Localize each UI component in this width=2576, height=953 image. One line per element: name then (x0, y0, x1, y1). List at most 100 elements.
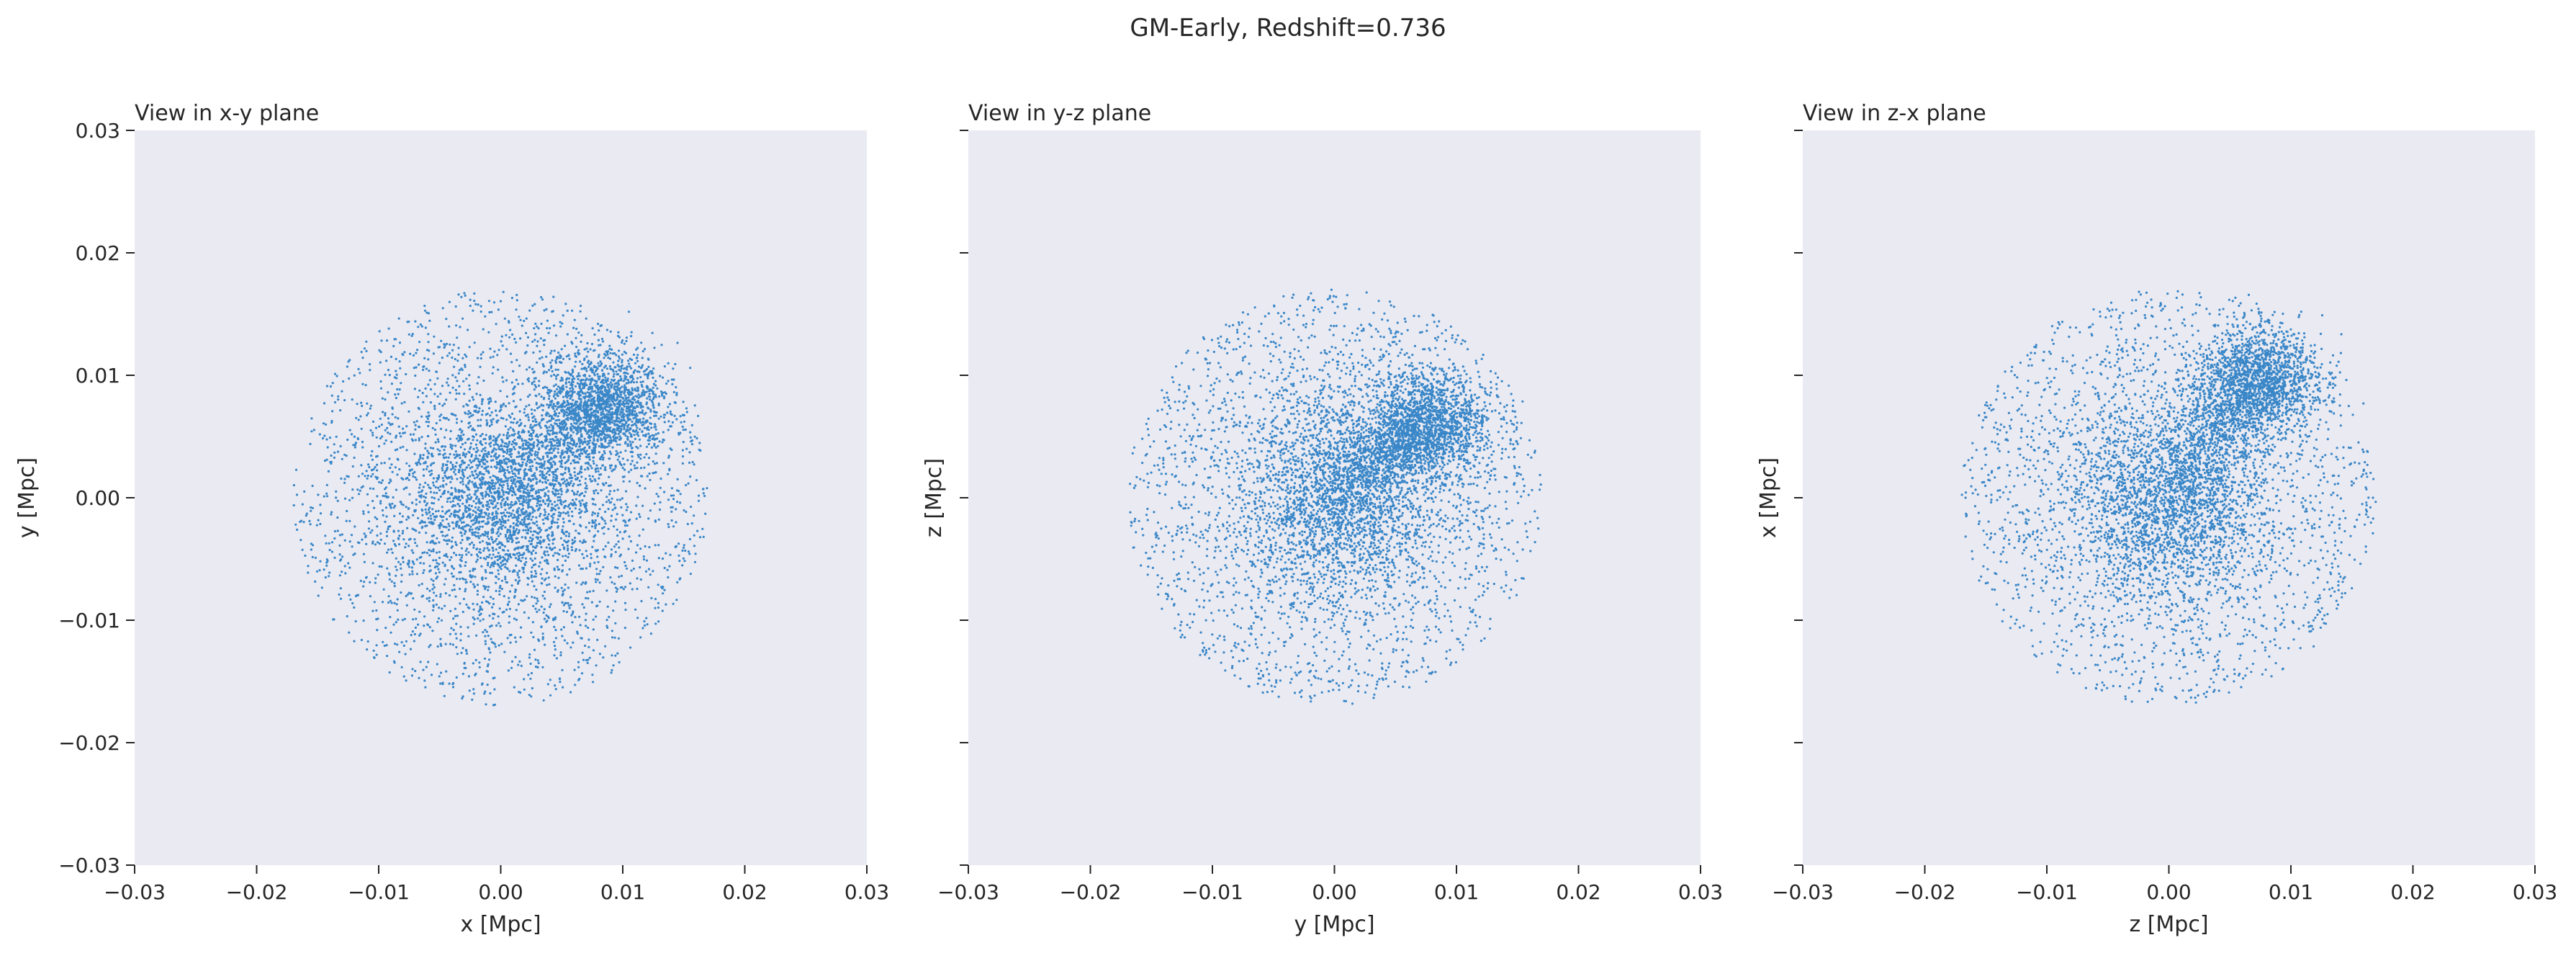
scatter-point (433, 586, 436, 589)
scatter-point (497, 573, 500, 576)
scatter-point (552, 640, 556, 643)
scatter-point (461, 496, 464, 499)
scatter-point (399, 367, 402, 370)
scatter-point (502, 498, 505, 501)
scatter-point (574, 352, 577, 355)
scatter-point (659, 375, 662, 377)
scatter-point (594, 549, 598, 552)
scatter-point (591, 514, 594, 516)
scatter-point (533, 497, 536, 500)
scatter-point (472, 439, 474, 442)
scatter-point (572, 641, 575, 644)
scatter-point (357, 475, 360, 478)
scatter-point (595, 467, 598, 470)
scatter-point (441, 307, 444, 310)
scatter-point (510, 443, 513, 446)
scatter-point (476, 589, 479, 593)
scatter-point (447, 522, 450, 525)
scatter-point (672, 498, 675, 501)
scatter-point (477, 532, 479, 534)
scatter-point (489, 356, 492, 359)
scatter-point (411, 527, 414, 530)
scatter-point (636, 370, 639, 373)
scatter-point (385, 515, 388, 518)
scatter-point (486, 517, 490, 520)
scatter-point (614, 366, 617, 369)
scatter-point (461, 478, 464, 480)
scatter-point (472, 692, 476, 695)
scatter-point (378, 542, 381, 545)
scatter-point (482, 497, 485, 500)
scatter-point (611, 497, 613, 500)
scatter-point (322, 422, 325, 425)
scatter-point (568, 519, 571, 522)
scatter-point (436, 565, 439, 568)
scatter-point (513, 686, 515, 689)
scatter-point (405, 372, 407, 376)
scatter-point (560, 478, 564, 481)
scatter-point (423, 551, 426, 554)
scatter-point (427, 661, 430, 663)
scatter-point (495, 514, 498, 518)
scatter-point (343, 539, 346, 542)
scatter-point (553, 393, 556, 396)
scatter-point (459, 466, 462, 469)
scatter-point (369, 531, 372, 534)
scatter-point (561, 530, 564, 534)
scatter-point (608, 501, 611, 504)
scatter-point (368, 465, 371, 469)
scatter-point (360, 638, 363, 642)
scatter-point (328, 548, 331, 552)
scatter-point (547, 503, 550, 506)
scatter-point (454, 595, 457, 598)
scatter-point (428, 319, 431, 322)
scatter-point (593, 490, 595, 493)
scatter-point (472, 546, 475, 549)
scatter-point (534, 377, 537, 380)
scatter-point (464, 294, 467, 297)
scatter-point (573, 318, 576, 321)
scatter-point (608, 493, 611, 496)
scatter-point (667, 429, 670, 431)
scatter-point (675, 521, 677, 524)
scatter-point (491, 511, 495, 514)
scatter-point (325, 564, 328, 567)
scatter-point (497, 552, 500, 555)
scatter-point (530, 443, 533, 446)
scatter-point (683, 560, 686, 563)
scatter-point (586, 661, 589, 665)
scatter-point (460, 651, 463, 655)
scatter-point (614, 600, 617, 603)
scatter-point (408, 493, 411, 496)
scatter-point (636, 481, 639, 485)
scatter-point (468, 346, 471, 349)
scatter-point (635, 380, 639, 384)
scatter-point (425, 541, 428, 544)
scatter-point (659, 501, 662, 504)
scatter-point (663, 566, 666, 570)
scatter-point (333, 456, 335, 460)
scatter-point (670, 519, 673, 522)
scatter-point (451, 478, 454, 480)
scatter-point (549, 352, 552, 355)
scatter-point (359, 372, 361, 375)
scatter-point (549, 462, 552, 465)
scatter-point (348, 359, 351, 362)
scatter-point (604, 645, 607, 648)
scatter-point (482, 379, 485, 382)
scatter-point (461, 647, 464, 650)
scatter-point (597, 355, 600, 359)
scatter-point (386, 426, 389, 430)
scatter-point (560, 586, 563, 589)
scatter-point (384, 429, 387, 431)
scatter-point (620, 506, 623, 509)
scatter-point (358, 542, 361, 545)
scatter-point (513, 591, 517, 594)
scatter-point (488, 436, 491, 439)
scatter-point (311, 544, 315, 547)
scatter-point (551, 310, 554, 313)
scatter-point (571, 309, 574, 312)
scatter-point (657, 620, 660, 623)
scatter-point (562, 543, 564, 547)
scatter-point (518, 660, 521, 663)
